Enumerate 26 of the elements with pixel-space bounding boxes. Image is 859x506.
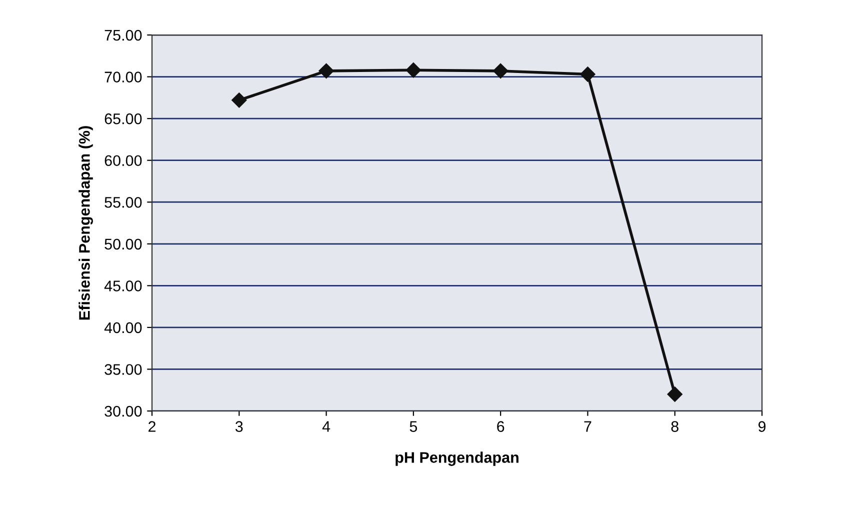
y-tick-label: 70.00	[104, 72, 142, 82]
point	[406, 62, 421, 78]
y-tick-label: 35.00	[104, 364, 142, 375]
x-tick-label: 6	[497, 421, 504, 432]
point	[232, 92, 247, 108]
x-tick-label: 5	[410, 421, 418, 432]
x-axis-title: pH Pengendapan	[396, 452, 518, 466]
point	[493, 63, 508, 78]
x-tick-label: 7	[584, 421, 592, 432]
y-tick-label: 30.00	[104, 406, 142, 417]
point	[667, 386, 682, 402]
y-tick-label: 45.00	[104, 280, 142, 292]
point	[318, 63, 334, 78]
x-tick-label: 2	[148, 421, 156, 432]
y-tick-label: 50.00	[104, 238, 142, 250]
y-tick-label: 75.00	[104, 30, 142, 41]
y-axis-title: Efisiensi Pengendapan (%)	[78, 126, 93, 320]
x-tick-label: 9	[758, 421, 766, 432]
y-tick-label: 55.00	[104, 196, 142, 208]
x-tick-label: 8	[671, 421, 678, 432]
y-tick-label: 60.00	[104, 155, 142, 166]
x-tick-label: 3	[235, 421, 243, 432]
y-tick-label: 40.00	[104, 322, 142, 334]
x-tick-label: 4	[322, 421, 330, 432]
y-tick-label: 65.00	[104, 113, 142, 124]
point	[580, 66, 596, 82]
